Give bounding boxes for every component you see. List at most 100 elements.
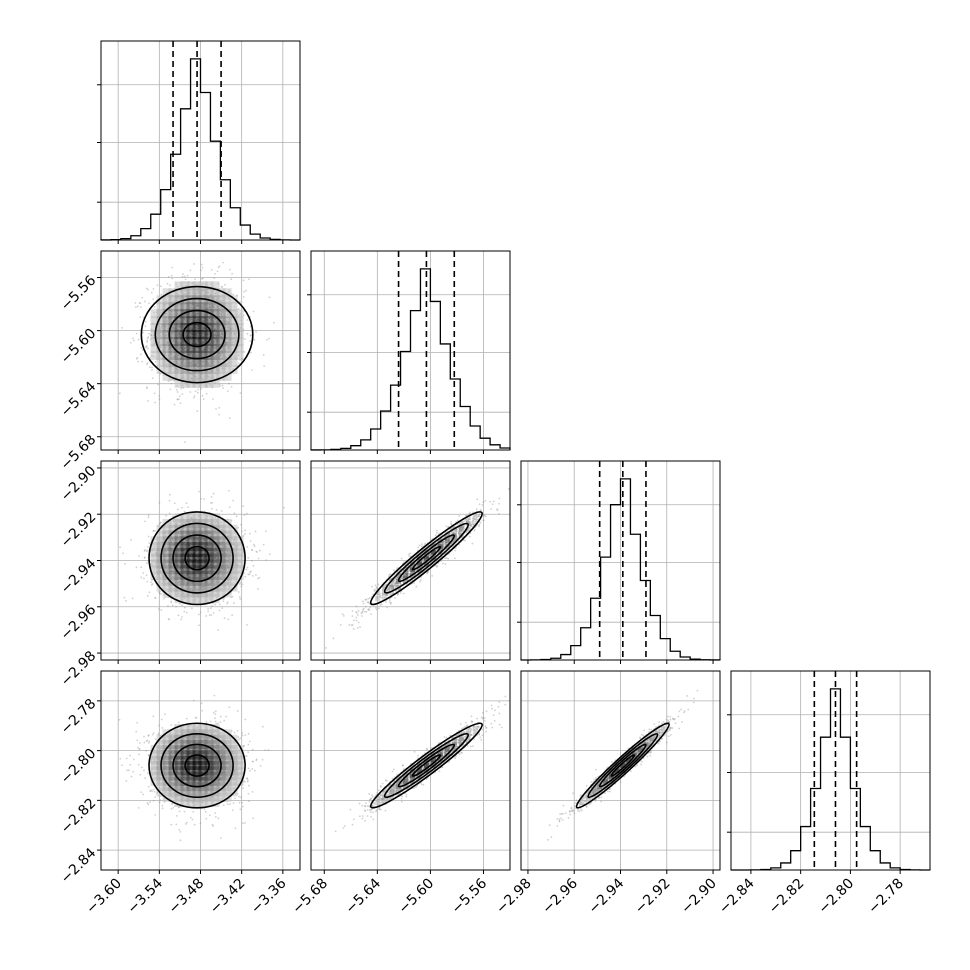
density-cell: [222, 588, 232, 598]
density-cell: [216, 316, 226, 326]
sample-point: [202, 398, 205, 401]
sample-point: [373, 589, 376, 592]
sample-point: [170, 601, 173, 604]
sample-point: [143, 577, 145, 580]
sample-point: [172, 515, 174, 518]
sample-point: [419, 580, 421, 583]
sample-point: [214, 272, 216, 275]
sample-point: [400, 577, 403, 580]
density-cell: [204, 316, 214, 326]
density-cell: [156, 536, 166, 546]
density-cell: [210, 530, 220, 540]
sample-point: [192, 699, 195, 702]
sample-point: [172, 806, 175, 809]
sample-point: [478, 513, 481, 516]
density-cell: [210, 378, 220, 388]
sample-point: [482, 513, 485, 516]
sample-point: [242, 534, 245, 537]
sample-point: [140, 576, 143, 579]
sample-point: [214, 603, 216, 606]
sample-point: [158, 501, 161, 504]
density-cell: [156, 350, 166, 360]
sample-point: [145, 550, 148, 553]
density-cell: [234, 547, 244, 557]
sample-point: [431, 574, 434, 577]
sample-point: [479, 509, 482, 512]
density-cell: [222, 309, 232, 319]
histogram-1: [310, 268, 511, 451]
density-cell: [382, 584, 388, 590]
sample-point: [221, 286, 224, 289]
histogram-2: [520, 478, 721, 661]
sample-point: [168, 493, 171, 496]
sample-point: [239, 808, 242, 811]
sample-point: [201, 394, 204, 397]
sample-point: [214, 710, 217, 713]
density-cell: [210, 330, 220, 340]
density-cell: [210, 559, 220, 569]
density-cell: [192, 288, 202, 298]
density-cell: [162, 536, 172, 546]
density-cell: [174, 302, 184, 312]
sample-point: [257, 577, 259, 580]
sample-point: [249, 540, 252, 542]
sample-point: [243, 338, 246, 341]
density-cell: [162, 330, 172, 340]
density-cell: [162, 565, 172, 575]
sample-point: [147, 772, 149, 775]
density-cell: [198, 344, 208, 354]
sample-point: [249, 570, 252, 573]
sample-point: [359, 626, 361, 628]
density-cell: [210, 553, 220, 563]
density-cell: [204, 530, 214, 540]
sample-point: [146, 340, 149, 343]
sample-point: [252, 543, 255, 546]
sample-point: [389, 599, 391, 601]
density-cell: [210, 364, 220, 374]
sample-point: [168, 284, 171, 287]
sample-point: [481, 504, 484, 506]
sample-point: [217, 629, 219, 631]
contour-level-1: [168, 309, 226, 360]
sample-point: [363, 610, 366, 613]
sample-point: [361, 611, 364, 614]
scatter-2-1: [324, 488, 510, 649]
density-cell: [168, 357, 178, 367]
density-cell: [186, 323, 196, 333]
density-cell: [192, 594, 202, 604]
sample-point: [467, 512, 470, 515]
density-cell: [174, 594, 184, 604]
density-cell: [234, 559, 244, 569]
density-cell: [174, 337, 184, 347]
sample-point: [176, 391, 179, 393]
sample-point: [198, 613, 200, 616]
density-cell: [216, 536, 226, 546]
sample-point: [222, 261, 225, 264]
sample-point: [118, 392, 121, 395]
density-cell: [162, 571, 172, 581]
density-cell: [192, 323, 202, 333]
sample-point: [255, 330, 257, 333]
density-cell: [210, 542, 220, 552]
sample-point: [200, 497, 202, 500]
sample-point: [409, 552, 412, 555]
density-cell: [174, 582, 184, 592]
density-cell: [222, 518, 232, 528]
sample-point: [471, 542, 474, 545]
density-cell: [216, 344, 226, 354]
density-cell: [204, 536, 214, 546]
density-cell: [174, 565, 184, 575]
sample-point: [170, 382, 173, 385]
sample-point: [144, 325, 147, 328]
sample-point: [200, 269, 203, 271]
sample-point: [442, 543, 445, 546]
density-cell: [210, 302, 220, 312]
density-cell: [382, 596, 388, 602]
sample-point: [125, 599, 127, 602]
density-cell: [222, 582, 232, 592]
density-cell: [156, 364, 166, 374]
density-cell: [216, 588, 226, 598]
density-cell: [186, 330, 196, 340]
sample-point: [181, 604, 184, 607]
